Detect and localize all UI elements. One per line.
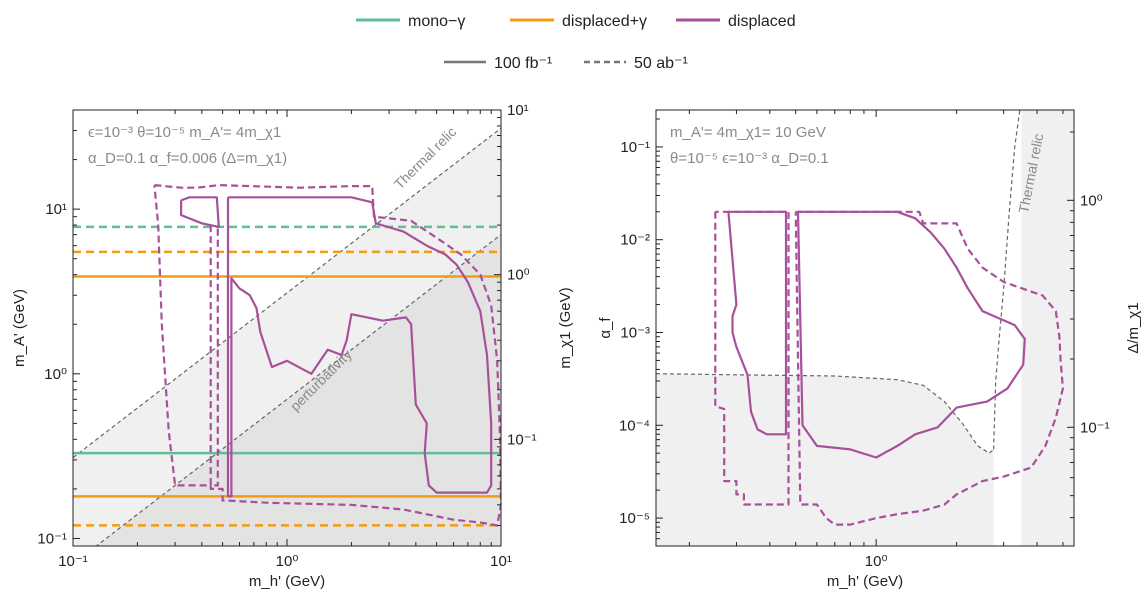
left-guides [73, 127, 501, 546]
right-frame [655, 109, 1075, 547]
left-guide-line [73, 127, 501, 459]
right-y2-axis-label: Δ/m_χ1 [1125, 302, 1142, 353]
right-shade-region [656, 373, 994, 546]
left-y-tick-label: 10⁻¹ [37, 530, 67, 547]
left-contours [153, 184, 501, 527]
right-contour-displaced [727, 210, 788, 436]
right-y-tick-label: 10⁻⁴ [619, 417, 650, 434]
left-contour-displaced [153, 184, 501, 527]
right-ticks: 10⁰ 10⁻⁵ 10⁻⁴ 10⁻³ 10⁻² 10⁻¹ 10⁻¹ 10⁰ [619, 110, 1110, 570]
right-contours [714, 210, 1064, 526]
left-annotation-2: α_D=0.1 α_f=0.006 (Δ=m_χ1) [88, 150, 287, 167]
left-panel: 10⁻¹ 10⁰ 10¹ 10⁻¹ 10⁰ 10¹ 10⁻¹ 10⁰ 10¹ ϵ=10⁻³ θ=… [11, 102, 574, 590]
left-annotation-1: ϵ=10⁻³ θ=10⁻⁵ m_A'= 4m_χ1 [88, 124, 281, 141]
left-y-axis-label: m_A' (GeV) [11, 289, 28, 367]
right-shading [656, 110, 1074, 546]
left-x-tick-label: 10¹ [490, 553, 512, 570]
right-x-axis-label: m_h' (GeV) [827, 573, 903, 590]
right-y-tick-label: 10⁻³ [620, 324, 650, 341]
right-shade-region [1021, 110, 1074, 546]
left-y2-tick-label: 10¹ [507, 102, 529, 119]
legend-label-disp: displaced [728, 13, 796, 30]
right-y-tick-label: 10⁻¹ [620, 139, 650, 156]
left-contour-displaced [226, 196, 493, 498]
right-y-tick-label: 10⁻² [620, 232, 650, 249]
left-guide-line [95, 234, 501, 546]
left-y2-tick-label: 10⁻¹ [507, 431, 537, 448]
left-x-tick-label: 10⁰ [276, 553, 299, 570]
right-contour-displaced [796, 210, 1026, 459]
left-y2-axis-label: m_χ1 (GeV) [557, 287, 574, 368]
left-contour-displaced [180, 196, 220, 228]
legend-label-mono: mono−γ [408, 13, 465, 30]
right-panel: 10⁰ 10⁻⁵ 10⁻⁴ 10⁻³ 10⁻² 10⁻¹ 10⁻¹ 10⁰ m_A'= 4m_… [597, 109, 1142, 590]
left-y-tick-label: 10¹ [45, 201, 67, 218]
left-x-axis-label: m_h' (GeV) [249, 573, 325, 590]
left-y-tick-label: 10⁰ [44, 366, 67, 383]
left-y2-tick-label: 10⁰ [507, 267, 530, 284]
legend-label-dispg: displaced+γ [562, 13, 647, 30]
right-x-tick-label: 10⁰ [865, 553, 888, 570]
right-annotation-1: m_A'= 4m_χ1= 10 GeV [670, 124, 826, 141]
right-y-tick-label: 10⁻⁵ [619, 510, 650, 527]
left-shade-region [73, 234, 501, 546]
right-annotation-2: θ=10⁻⁵ ϵ=10⁻³ α_D=0.1 [670, 150, 829, 167]
left-hlines [73, 225, 501, 527]
left-ticks: 10⁻¹ 10⁰ 10¹ 10⁻¹ 10⁰ 10¹ 10⁻¹ 10⁰ 10¹ [37, 102, 536, 570]
legend-label-solid: 100 fb⁻¹ [494, 55, 552, 72]
left-shading [73, 128, 501, 546]
left-contour-displaced [209, 225, 219, 487]
legend: mono−γ displaced+γ displaced 100 fb⁻¹ 50… [356, 13, 796, 72]
left-x-tick-label: 10⁻¹ [58, 553, 88, 570]
right-y2-tick-label: 10⁰ [1080, 192, 1103, 209]
right-y-axis-label: α_f [597, 317, 614, 339]
right-contour-displaced [794, 210, 1064, 526]
right-contour-displaced [714, 210, 790, 506]
legend-label-dashed: 50 ab⁻¹ [634, 55, 688, 72]
right-guide-line [993, 110, 1021, 450]
right-y2-tick-label: 10⁻¹ [1080, 419, 1110, 436]
